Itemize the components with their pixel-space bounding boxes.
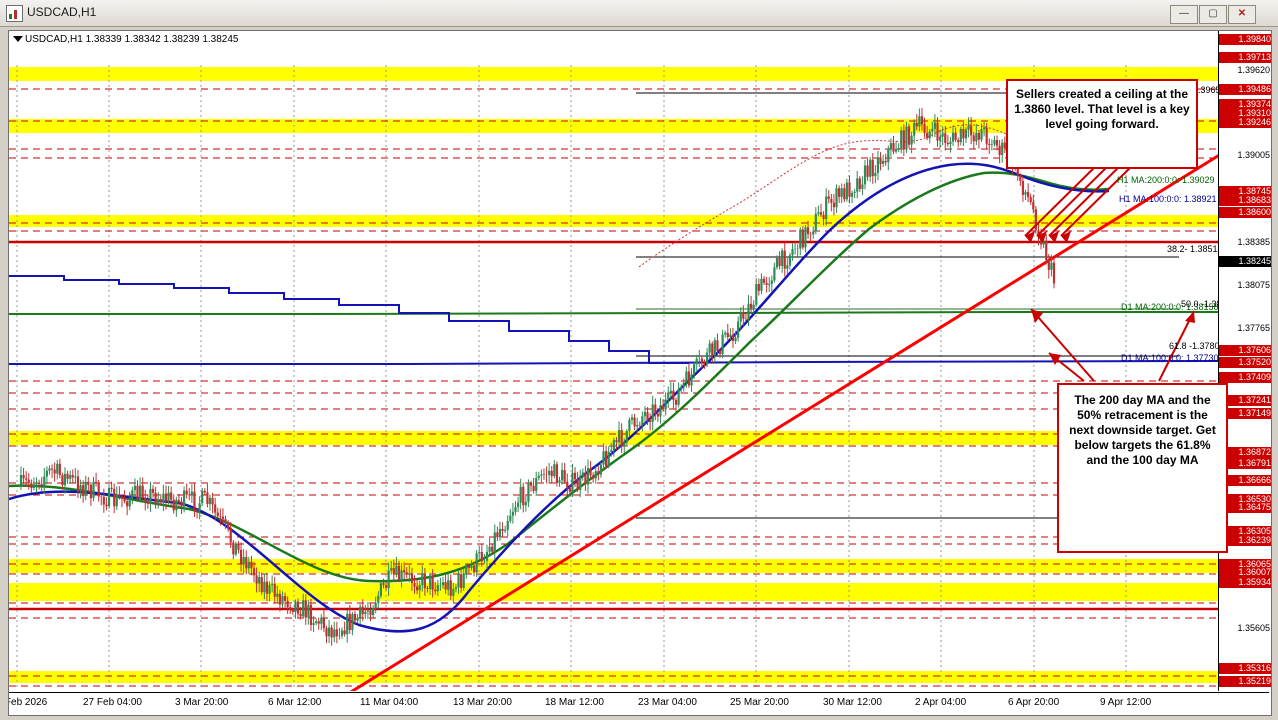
price-level-tag: 1.39374 <box>1219 99 1271 111</box>
ceiling-arrows <box>1024 160 1138 243</box>
price-tick: 1.39620 <box>1237 64 1270 75</box>
close-button[interactable]: ✕ <box>1228 5 1256 24</box>
candlestick-series <box>19 107 1056 646</box>
price-level-tag: 1.37606 <box>1219 344 1271 356</box>
window-titlebar: USDCAD,H1 — ▢ ✕ <box>0 0 1278 27</box>
price-dotted-line <box>638 124 1010 268</box>
chart-collapse-icon[interactable] <box>13 36 23 42</box>
price-level-tag: 1.37520 <box>1219 356 1271 368</box>
price-tick: 1.38385 <box>1237 236 1270 247</box>
time-tick: 9 Apr 12:00 <box>1100 697 1152 708</box>
price-level-tag: 1.38745 <box>1219 186 1271 198</box>
price-level-tag: 1.39310 <box>1219 107 1271 119</box>
symbol-ohlc-label: USDCAD,H1 1.38339 1.38342 1.38239 1.3824… <box>25 34 239 45</box>
price-level-tag: 1.38600 <box>1219 206 1271 218</box>
price-level-tag: 1.37149 <box>1219 408 1271 420</box>
chart-window-icon <box>6 5 23 22</box>
time-tick: 25 Mar 20:00 <box>730 697 789 708</box>
level-label-fib500: 50.0 -1.38161 <box>1181 299 1219 309</box>
time-tick: 30 Mar 12:00 <box>823 697 882 708</box>
price-level-tag: 1.36530 <box>1219 494 1271 506</box>
ma-label-d1-100: D1 MA:100:0:0: 1.37730 <box>1121 353 1219 363</box>
price-level-tag: 1.36475 <box>1219 501 1271 513</box>
level-label-fib618: 61.8 -1.37808 <box>1169 341 1219 351</box>
price-tick: 1.35605 <box>1237 622 1270 633</box>
price-level-tag: 1.39840 <box>1219 34 1271 46</box>
price-tick: 1.37765 <box>1237 322 1270 333</box>
annotation-downside-target: The 200 day MA and the 50% retracement i… <box>1057 383 1228 553</box>
price-level-tag: 1.36007 <box>1219 566 1271 578</box>
price-level-tag: 1.36791 <box>1219 457 1271 469</box>
h1-ma100-curve-line <box>9 162 1110 633</box>
time-tick: 18 Mar 12:00 <box>545 697 604 708</box>
price-level-tag: 1.39713 <box>1219 51 1271 63</box>
annotation-ceiling: Sellers created a ceiling at the 1.3860 … <box>1006 79 1198 169</box>
price-level-tag: 1.39486 <box>1219 83 1271 95</box>
h1-ma200-line <box>9 171 1110 583</box>
price-level-tag: 1.39246 <box>1219 116 1271 128</box>
maximize-icon: ▢ <box>1208 8 1218 19</box>
price-level-tag: 1.35219 <box>1219 676 1271 688</box>
time-tick: 2 Apr 04:00 <box>915 697 967 708</box>
current-price-tag: 1.38245 <box>1219 255 1271 267</box>
price-level-tag: 1.36872 <box>1219 446 1271 458</box>
price-level-tag: 1.36305 <box>1219 525 1271 537</box>
minimize-button[interactable]: — <box>1170 5 1198 24</box>
ma-label-d1-200: D1 MA:200:0:0: 1.38158 <box>1121 302 1219 312</box>
time-tick: 13 Mar 20:00 <box>453 697 512 708</box>
close-icon: ✕ <box>1237 8 1247 19</box>
ma-label-h1-100: H1 MA:100:0:0: 1.38921 <box>1119 194 1217 204</box>
window-title: USDCAD,H1 <box>27 5 97 19</box>
price-level-tag: 1.35316 <box>1219 662 1271 674</box>
price-level-tag: 1.36065 <box>1219 558 1271 570</box>
h1-ma100-step-line <box>9 275 689 364</box>
level-label-high: 1.39658 <box>1193 85 1219 95</box>
uptrend-line <box>349 153 1219 691</box>
ma-label-h1-200: H1 MA:200:0:0: 1.39029 <box>1117 175 1215 185</box>
price-tick: 1.38075 <box>1237 279 1270 290</box>
price-level-tag: 1.38683 <box>1219 195 1271 207</box>
downside-target-arrows <box>1030 308 1195 382</box>
price-level-tag: 1.36666 <box>1219 475 1271 487</box>
time-tick: 23 Mar 04:00 <box>638 697 697 708</box>
time-tick: 24 Feb 2026 <box>9 697 48 708</box>
price-level-tag: 1.36239 <box>1219 534 1271 546</box>
price-level-tag: 1.37241 <box>1219 395 1271 407</box>
time-tick: 6 Mar 12:00 <box>268 697 322 708</box>
time-tick: 3 Mar 20:00 <box>175 697 229 708</box>
time-tick: 11 Mar 04:00 <box>360 697 419 708</box>
price-level-tag: 1.35934 <box>1219 577 1271 589</box>
key-level-lines <box>9 240 1219 611</box>
level-label-fib382: 38.2- 1.38514 <box>1167 244 1219 254</box>
maximize-button[interactable]: ▢ <box>1199 5 1227 24</box>
price-level-tag: 1.37409 <box>1219 372 1271 384</box>
time-tick: 6 Apr 20:00 <box>1008 697 1060 708</box>
price-tick: 1.39005 <box>1237 150 1270 161</box>
time-tick: 27 Feb 04:00 <box>83 697 142 708</box>
d1-ma100-line <box>9 360 1219 365</box>
vertical-gridlines <box>16 65 1127 689</box>
price-scale[interactable]: 1.39620 1.39005 1.38385 1.38075 1.37765 1.356… <box>1218 31 1271 691</box>
d1-ma200-line <box>9 311 1219 315</box>
chart-canvas[interactable]: USDCAD,H1 1.38339 1.38342 1.38239 1.3824… <box>8 30 1272 716</box>
minimize-icon: — <box>1179 8 1189 19</box>
time-scale[interactable]: 24 Feb 2026 27 Feb 04:00 3 Mar 20:00 6 Mar … <box>9 692 1269 715</box>
